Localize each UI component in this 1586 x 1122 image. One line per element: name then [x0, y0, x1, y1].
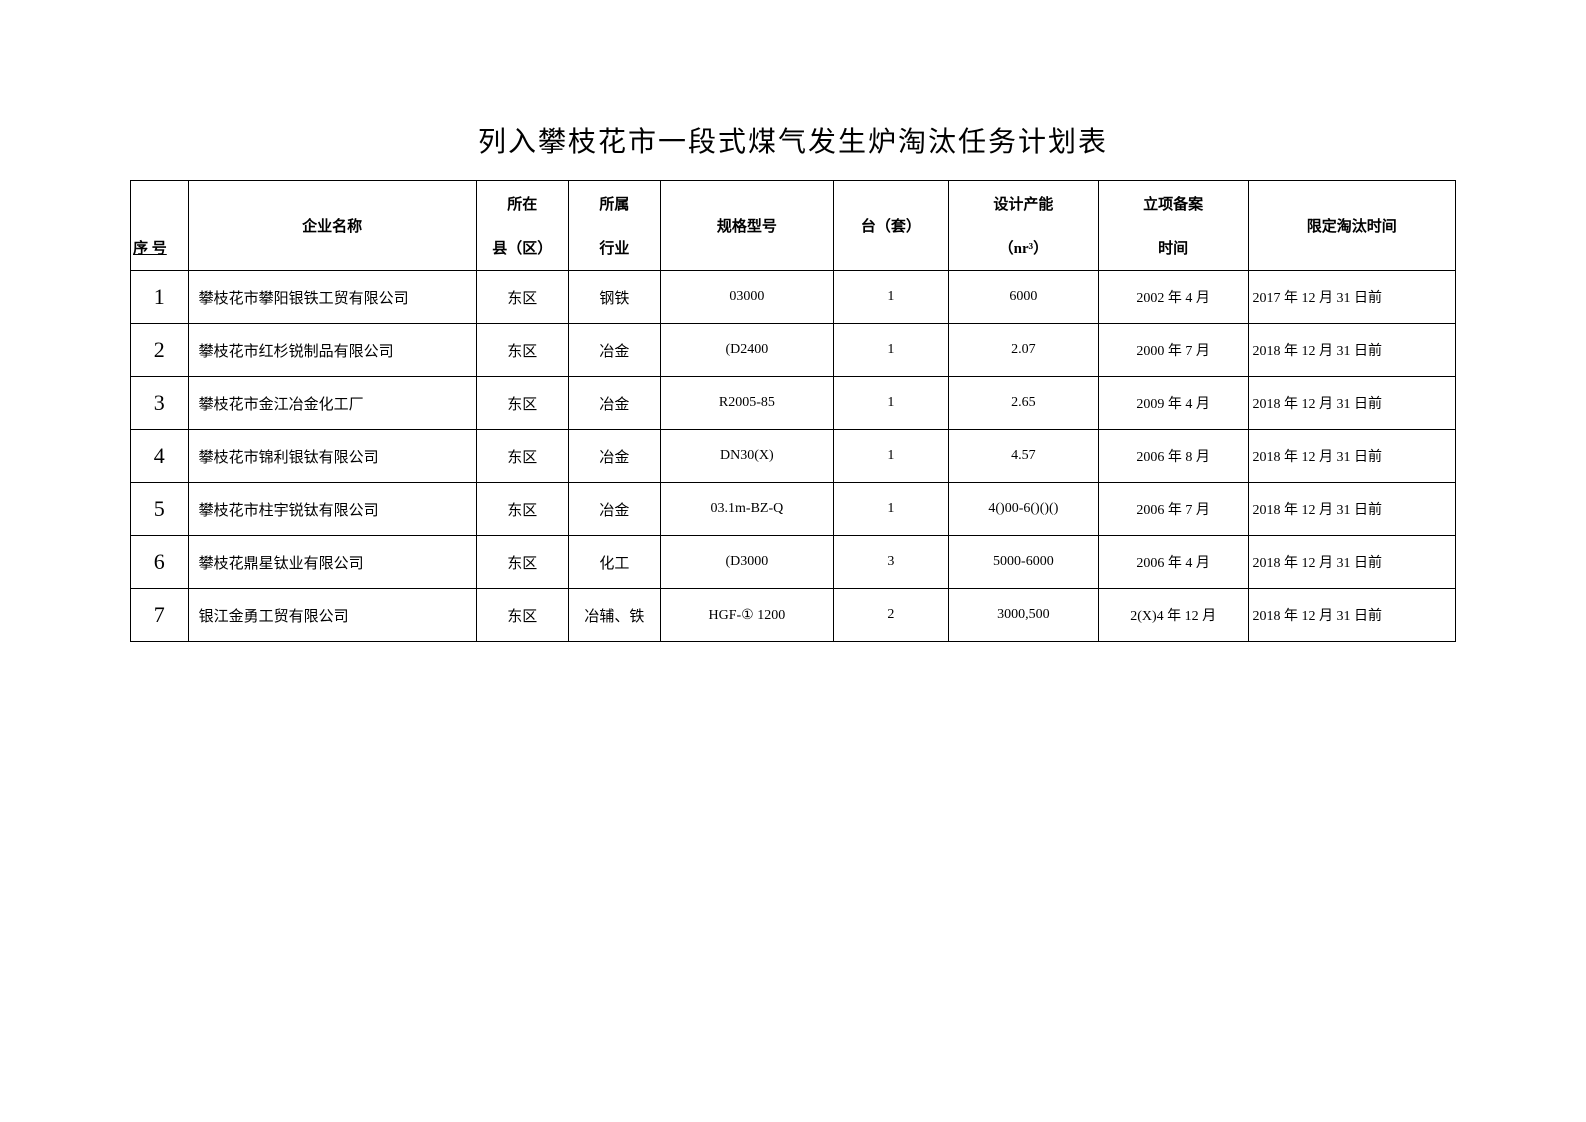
cell-county: 东区	[476, 589, 568, 642]
cell-filing: 2006 年 7 月	[1098, 483, 1248, 536]
cell-company: 攀枝花鼎星钛业有限公司	[188, 536, 476, 589]
header-units: 台（套）	[833, 181, 948, 271]
cell-industry: 冶金	[568, 483, 660, 536]
cell-spec: R2005-85	[660, 377, 833, 430]
table-row: 5 攀枝花市柱宇锐钛有限公司 东区 冶金 03.1m-BZ-Q 1 4()00-…	[131, 483, 1456, 536]
cell-industry: 冶金	[568, 324, 660, 377]
header-seq-top	[131, 181, 189, 226]
cell-county: 东区	[476, 324, 568, 377]
cell-units: 1	[833, 377, 948, 430]
cell-company: 攀枝花市金江冶金化工厂	[188, 377, 476, 430]
header-company: 企业名称	[188, 181, 476, 271]
cell-seq: 2	[131, 324, 189, 377]
header-industry-bottom: 行业	[568, 226, 660, 271]
cell-seq: 1	[131, 271, 189, 324]
table-row: 6 攀枝花鼎星钛业有限公司 东区 化工 (D3000 3 5000-6000 2…	[131, 536, 1456, 589]
cell-deadline: 2018 年 12 月 31 日前	[1248, 536, 1455, 589]
cell-filing: 2006 年 8 月	[1098, 430, 1248, 483]
cell-units: 1	[833, 430, 948, 483]
cell-industry: 冶辅、铁	[568, 589, 660, 642]
cell-seq: 6	[131, 536, 189, 589]
cell-spec: DN30(X)	[660, 430, 833, 483]
elimination-plan-table: 企业名称 所在 所属 规格型号 台（套） 设计产能 立项备案 限定淘汰时间 序 …	[130, 180, 1456, 642]
table-row: 3 攀枝花市金江冶金化工厂 东区 冶金 R2005-85 1 2.65 2009…	[131, 377, 1456, 430]
header-county-top: 所在	[476, 181, 568, 226]
cell-filing: 2006 年 4 月	[1098, 536, 1248, 589]
cell-county: 东区	[476, 271, 568, 324]
cell-deadline: 2018 年 12 月 31 日前	[1248, 430, 1455, 483]
cell-spec: (D3000	[660, 536, 833, 589]
cell-industry: 化工	[568, 536, 660, 589]
cell-deadline: 2018 年 12 月 31 日前	[1248, 483, 1455, 536]
cell-spec: HGF-① 1200	[660, 589, 833, 642]
cell-county: 东区	[476, 483, 568, 536]
cell-company: 攀枝花市柱宇锐钛有限公司	[188, 483, 476, 536]
cell-filing: 2000 年 7 月	[1098, 324, 1248, 377]
cell-filing: 2002 年 4 月	[1098, 271, 1248, 324]
cell-filing: 2009 年 4 月	[1098, 377, 1248, 430]
header-filing-bottom: 时间	[1098, 226, 1248, 271]
table-header: 企业名称 所在 所属 规格型号 台（套） 设计产能 立项备案 限定淘汰时间 序 …	[131, 181, 1456, 271]
cell-deadline: 2018 年 12 月 31 日前	[1248, 589, 1455, 642]
cell-county: 东区	[476, 377, 568, 430]
cell-capacity: 2.65	[948, 377, 1098, 430]
header-spec: 规格型号	[660, 181, 833, 271]
cell-industry: 钢铁	[568, 271, 660, 324]
table-row: 2 攀枝花市红杉锐制品有限公司 东区 冶金 (D2400 1 2.07 2000…	[131, 324, 1456, 377]
header-capacity-top: 设计产能	[948, 181, 1098, 226]
cell-units: 1	[833, 483, 948, 536]
cell-spec: 03000	[660, 271, 833, 324]
cell-capacity: 5000-6000	[948, 536, 1098, 589]
cell-company: 攀枝花市攀阳银铁工贸有限公司	[188, 271, 476, 324]
cell-spec: (D2400	[660, 324, 833, 377]
header-filing-top: 立项备案	[1098, 181, 1248, 226]
cell-company: 攀枝花市锦利银钛有限公司	[188, 430, 476, 483]
cell-industry: 冶金	[568, 430, 660, 483]
table-row: 4 攀枝花市锦利银钛有限公司 东区 冶金 DN30(X) 1 4.57 2006…	[131, 430, 1456, 483]
table-row: 1 攀枝花市攀阳银铁工贸有限公司 东区 钢铁 03000 1 6000 2002…	[131, 271, 1456, 324]
header-seq-bottom: 序 号	[131, 226, 189, 271]
cell-seq: 5	[131, 483, 189, 536]
header-deadline: 限定淘汰时间	[1248, 181, 1455, 271]
cell-seq: 4	[131, 430, 189, 483]
cell-company: 攀枝花市红杉锐制品有限公司	[188, 324, 476, 377]
cell-capacity: 3000,500	[948, 589, 1098, 642]
document-title: 列入攀枝花市一段式煤气发生炉淘汰任务计划表	[130, 120, 1456, 160]
cell-capacity: 6000	[948, 271, 1098, 324]
cell-capacity: 2.07	[948, 324, 1098, 377]
cell-seq: 3	[131, 377, 189, 430]
cell-units: 1	[833, 271, 948, 324]
cell-deadline: 2018 年 12 月 31 日前	[1248, 324, 1455, 377]
cell-capacity: 4.57	[948, 430, 1098, 483]
header-county-bottom: 县（区）	[476, 226, 568, 271]
cell-deadline: 2017 年 12 月 31 日前	[1248, 271, 1455, 324]
table-row: 7 银江金勇工贸有限公司 东区 冶辅、铁 HGF-① 1200 2 3000,5…	[131, 589, 1456, 642]
table-body: 1 攀枝花市攀阳银铁工贸有限公司 东区 钢铁 03000 1 6000 2002…	[131, 271, 1456, 642]
cell-county: 东区	[476, 430, 568, 483]
cell-spec: 03.1m-BZ-Q	[660, 483, 833, 536]
cell-seq: 7	[131, 589, 189, 642]
cell-capacity: 4()00-6()()()	[948, 483, 1098, 536]
cell-county: 东区	[476, 536, 568, 589]
cell-company: 银江金勇工贸有限公司	[188, 589, 476, 642]
cell-units: 3	[833, 536, 948, 589]
header-industry-top: 所属	[568, 181, 660, 226]
cell-units: 2	[833, 589, 948, 642]
cell-deadline: 2018 年 12 月 31 日前	[1248, 377, 1455, 430]
cell-industry: 冶金	[568, 377, 660, 430]
cell-filing: 2(X)4 年 12 月	[1098, 589, 1248, 642]
header-capacity-bottom: （nr³）	[948, 226, 1098, 271]
cell-units: 1	[833, 324, 948, 377]
